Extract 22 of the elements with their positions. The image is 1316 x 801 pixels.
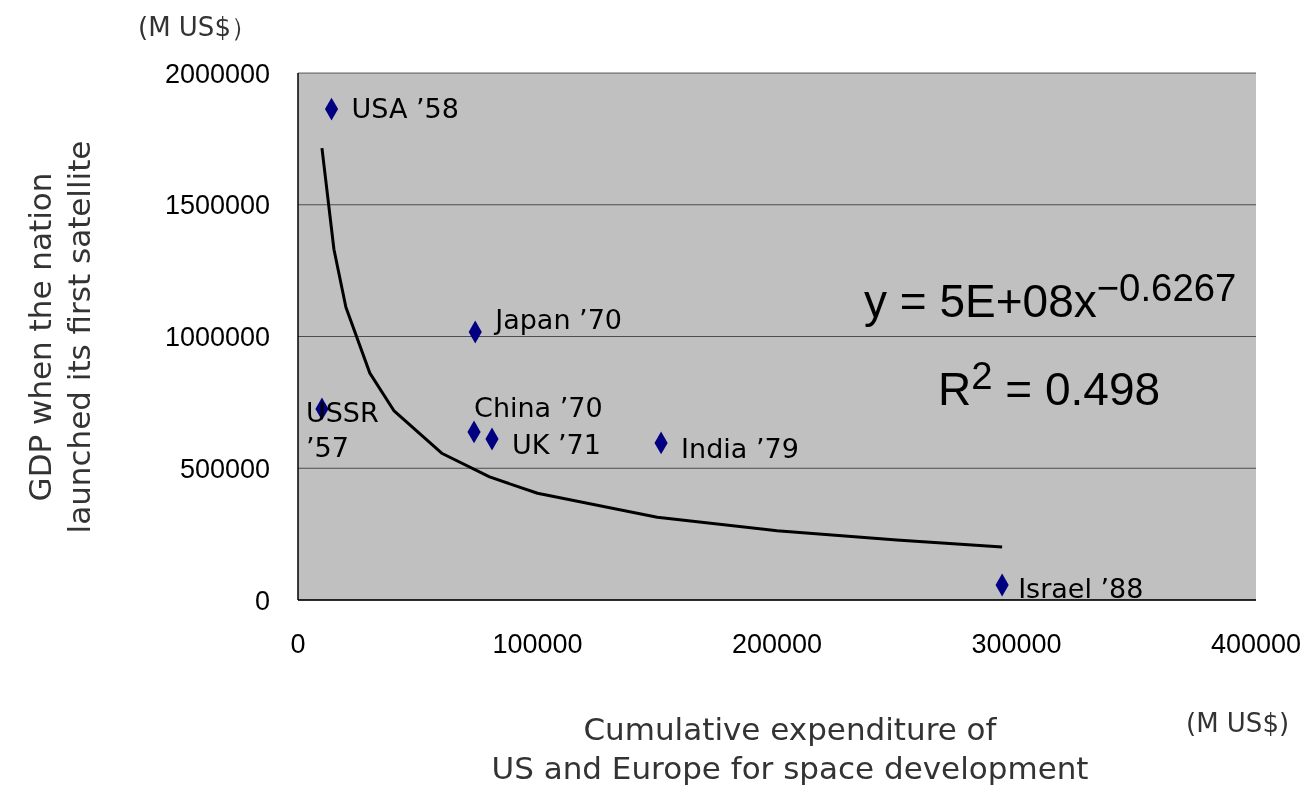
x-axis-title: Cumulative expenditure of US and Europe for space development [491,710,1089,788]
y-axis-title: GDP when the nation launched its first satellite [21,140,98,533]
annotation: China ’70 [474,390,603,425]
y-tick-label: 2000000 [164,58,270,89]
x-tick-label: 200000 [731,629,823,660]
y-tick-label: 1000000 [164,322,270,353]
x-tick-label: 400000 [1210,629,1302,660]
x-tick-label: 300000 [971,629,1062,660]
y-tick-label: 0 [254,585,270,616]
x-tick-label: 0 [290,629,306,660]
annotation: India ’79 [681,431,799,466]
annotation: USA ’58 [351,92,459,127]
annotation: Israel ’88 [1018,571,1144,606]
y-tick-label: 500000 [179,453,270,484]
annotation: UK ’71 [511,428,601,462]
annotation: R$^{2}$ = 0.498 [938,354,1161,417]
annotation: Japan ’70 [495,303,623,337]
annotation: y = 5E+08x$^{−0.6267}$ [864,266,1237,329]
text: (M US$) [1186,708,1290,738]
text: (M US$） [138,11,257,44]
x-tick-label: 100000 [492,629,583,660]
y-tick-label: 1500000 [164,190,270,221]
